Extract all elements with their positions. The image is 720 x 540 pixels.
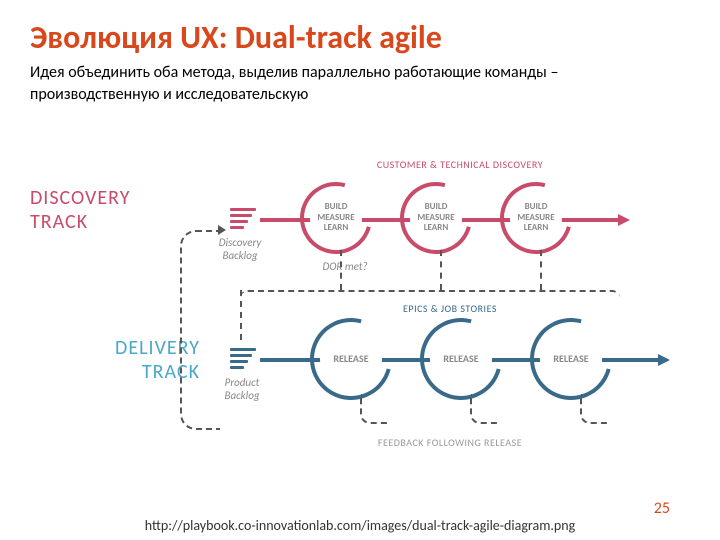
- disc-drop-1: [340, 250, 342, 290]
- delivery-cycle-3: RELEASE: [540, 328, 602, 390]
- disc-drop-2: [440, 250, 442, 290]
- discovery-track-label: DISCOVERY TRACK: [30, 186, 170, 234]
- feedback-loop: [180, 230, 220, 430]
- page-title: Эволюция UX: Dual-track agile: [30, 18, 442, 57]
- product-backlog-label: Product Backlog: [212, 376, 272, 402]
- rel-drop-3: [580, 394, 610, 424]
- title-part2: Dual-track agile: [228, 18, 442, 57]
- rel-drop-1: [360, 394, 390, 424]
- disc-drop-3: [540, 250, 542, 290]
- discovery-cycle-1: BUILD MEASURE LEARN: [310, 192, 362, 244]
- delivery-cycle-1: RELEASE: [320, 328, 382, 390]
- title-part1: Эволюция UX:: [30, 18, 228, 57]
- dual-track-diagram: DISCOVERY TRACK CUSTOMER & TECHNICAL DIS…: [30, 140, 690, 470]
- discovery-backlog-icon: [230, 208, 256, 229]
- discovery-to-delivery-drop: [240, 290, 242, 340]
- source-url: http://playbook.co-innovationlab.com/ima…: [0, 517, 720, 534]
- page-number: 25: [654, 499, 670, 518]
- delivery-cycle-2: RELEASE: [430, 328, 492, 390]
- feedback-label: FEEDBACK FOLLOWING RELEASE: [310, 436, 590, 449]
- page-subtitle: Идея объединить оба метода, выделив пара…: [30, 62, 690, 105]
- discovery-arrow: [618, 214, 630, 226]
- discovery-cycle-3: BUILD MEASURE LEARN: [510, 192, 562, 244]
- discovery-header: CUSTOMER & TECHNICAL DISCOVERY: [330, 158, 590, 171]
- rel-drop-2: [470, 394, 500, 424]
- delivery-header: EPICS & JOB STORIES: [350, 302, 550, 315]
- feedback-arrowhead: [218, 225, 226, 235]
- delivery-arrow: [658, 354, 670, 366]
- dor-label: DOR met?: [320, 260, 370, 273]
- discovery-cycle-2: BUILD MEASURE LEARN: [410, 192, 462, 244]
- product-backlog-icon: [230, 348, 256, 369]
- delivery-track-label: DELIVERY TRACK: [60, 336, 200, 384]
